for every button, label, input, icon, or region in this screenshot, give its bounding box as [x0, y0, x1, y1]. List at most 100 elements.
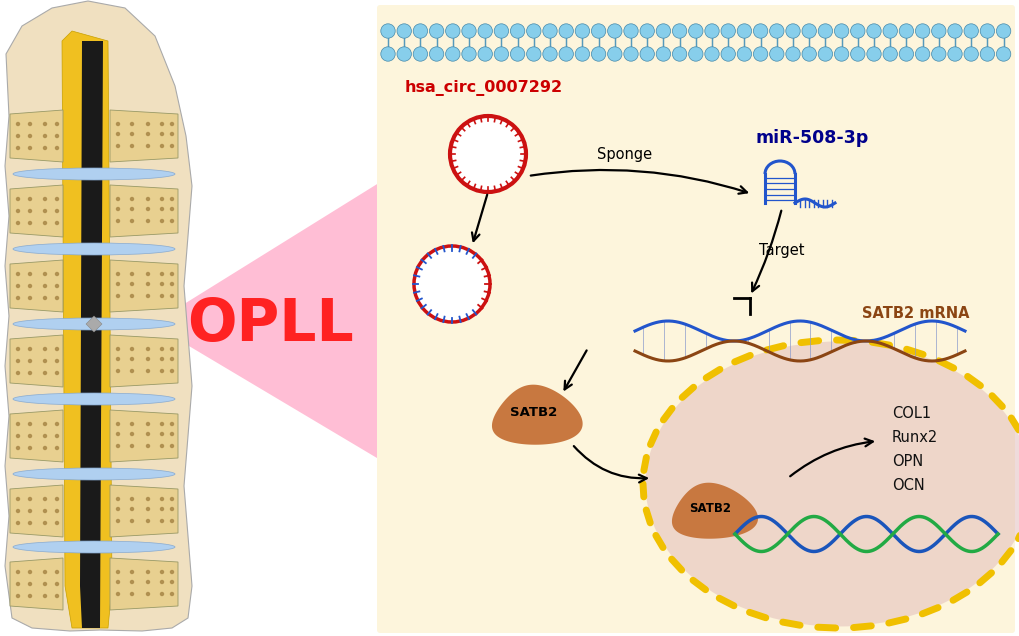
Circle shape — [169, 357, 174, 361]
Circle shape — [396, 47, 411, 61]
Circle shape — [28, 347, 33, 351]
Circle shape — [169, 422, 174, 426]
Circle shape — [169, 272, 174, 276]
Circle shape — [15, 296, 20, 300]
Circle shape — [129, 357, 135, 361]
Polygon shape — [10, 260, 63, 312]
Circle shape — [160, 444, 164, 448]
Circle shape — [129, 347, 135, 351]
Circle shape — [169, 294, 174, 298]
Circle shape — [160, 357, 164, 361]
Circle shape — [169, 144, 174, 148]
Circle shape — [129, 219, 135, 223]
Circle shape — [899, 47, 913, 61]
Circle shape — [478, 24, 492, 38]
Circle shape — [160, 272, 164, 276]
Circle shape — [380, 47, 394, 61]
Circle shape — [146, 507, 150, 511]
Circle shape — [15, 284, 20, 288]
Polygon shape — [110, 410, 178, 462]
Circle shape — [116, 592, 120, 596]
Polygon shape — [110, 110, 178, 162]
Circle shape — [146, 444, 150, 448]
Circle shape — [15, 134, 20, 138]
Circle shape — [817, 47, 832, 61]
Circle shape — [160, 197, 164, 201]
Circle shape — [655, 47, 669, 61]
Circle shape — [55, 570, 59, 574]
Circle shape — [55, 134, 59, 138]
Circle shape — [478, 47, 492, 61]
Polygon shape — [110, 185, 178, 237]
Circle shape — [15, 122, 20, 126]
Circle shape — [15, 422, 20, 426]
Circle shape — [43, 134, 47, 138]
Circle shape — [963, 24, 977, 38]
Circle shape — [423, 256, 480, 312]
Circle shape — [43, 521, 47, 525]
Circle shape — [558, 24, 573, 38]
Circle shape — [55, 221, 59, 225]
Circle shape — [15, 594, 20, 598]
Circle shape — [129, 144, 135, 148]
Circle shape — [160, 432, 164, 436]
Text: SATB2: SATB2 — [688, 502, 731, 516]
Circle shape — [116, 357, 120, 361]
Circle shape — [43, 497, 47, 501]
Circle shape — [449, 116, 526, 192]
Circle shape — [930, 47, 945, 61]
Circle shape — [116, 207, 120, 211]
Circle shape — [28, 134, 33, 138]
Circle shape — [169, 507, 174, 511]
Circle shape — [146, 294, 150, 298]
Circle shape — [575, 24, 589, 38]
Circle shape — [55, 359, 59, 363]
Circle shape — [146, 272, 150, 276]
Circle shape — [413, 47, 427, 61]
Circle shape — [28, 221, 33, 225]
Polygon shape — [79, 41, 103, 628]
Circle shape — [542, 47, 556, 61]
Circle shape — [146, 347, 150, 351]
Circle shape — [15, 497, 20, 501]
Circle shape — [591, 24, 605, 38]
Circle shape — [129, 207, 135, 211]
Circle shape — [28, 146, 33, 150]
Circle shape — [169, 570, 174, 574]
Polygon shape — [10, 558, 63, 610]
Circle shape — [624, 24, 638, 38]
Circle shape — [445, 47, 460, 61]
Ellipse shape — [13, 541, 175, 553]
Circle shape — [169, 432, 174, 436]
Circle shape — [817, 24, 832, 38]
Circle shape — [116, 444, 120, 448]
Circle shape — [146, 497, 150, 501]
Circle shape — [43, 197, 47, 201]
Circle shape — [116, 272, 120, 276]
Circle shape — [160, 497, 164, 501]
Circle shape — [947, 24, 961, 38]
Circle shape — [43, 446, 47, 450]
Text: COL1: COL1 — [892, 406, 930, 422]
Text: hsa_circ_0007292: hsa_circ_0007292 — [405, 80, 562, 96]
Ellipse shape — [13, 468, 175, 480]
Circle shape — [160, 519, 164, 523]
Circle shape — [801, 47, 815, 61]
Circle shape — [146, 144, 150, 148]
Circle shape — [55, 434, 59, 438]
Circle shape — [43, 296, 47, 300]
Circle shape — [116, 580, 120, 584]
Circle shape — [866, 24, 880, 38]
Ellipse shape — [645, 342, 1019, 626]
Circle shape — [753, 24, 767, 38]
Circle shape — [129, 422, 135, 426]
Circle shape — [15, 371, 20, 375]
Circle shape — [834, 24, 848, 38]
Circle shape — [15, 146, 20, 150]
Circle shape — [129, 580, 135, 584]
Text: miR-508-3p: miR-508-3p — [755, 129, 868, 147]
Circle shape — [494, 24, 508, 38]
Text: OPN: OPN — [892, 455, 922, 469]
Circle shape — [834, 47, 848, 61]
Circle shape — [15, 359, 20, 363]
